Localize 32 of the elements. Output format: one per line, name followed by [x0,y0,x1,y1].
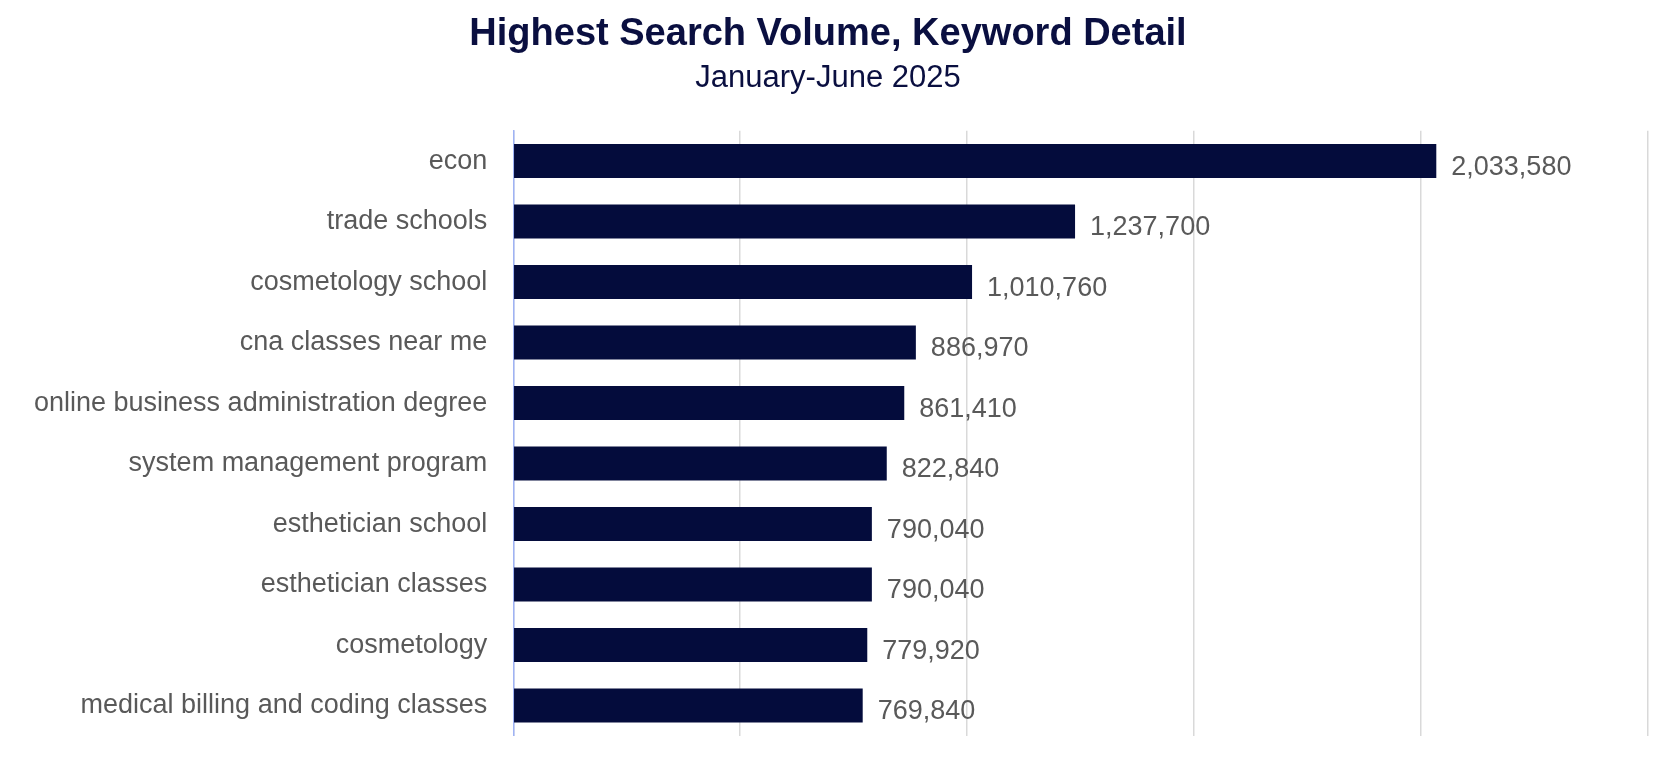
chart-title: Highest Search Volume, Keyword Detail [469,11,1187,54]
y-tick-label: econ [428,144,488,175]
bar [514,325,916,360]
y-tick-label: medical billing and coding classes [80,689,488,719]
y-tick-label: system management program [128,447,488,477]
y-tick-label: cosmetology school [250,265,488,296]
bar [514,265,973,299]
data-label: 886,970 [930,332,1029,362]
data-label: 790,040 [886,513,985,544]
data-label: 2,033,580 [1451,150,1572,181]
bar [514,144,1437,178]
y-tick-label: trade schools [326,205,488,235]
y-tick-label: esthetician school [272,507,488,538]
chart-subtitle: January-June 2025 [695,58,961,94]
bar [514,507,872,541]
y-tick-label: cosmetology [335,628,488,659]
bar [514,688,863,723]
bar [514,567,872,602]
data-label: 861,410 [919,392,1017,423]
y-tick-label: cna classes near me [239,326,488,356]
data-label: 769,840 [877,695,976,725]
data-label: 1,237,700 [1090,211,1211,241]
data-label: 779,920 [882,634,980,665]
data-label: 1,010,760 [987,271,1108,302]
bar [514,204,1076,239]
data-label: 790,040 [886,574,985,604]
bar [514,628,868,662]
data-label: 822,840 [901,453,1000,483]
y-tick-label: online business administration degree [34,386,488,417]
y-tick-label: esthetician classes [260,568,488,598]
bar [514,446,887,481]
bar [514,386,905,420]
